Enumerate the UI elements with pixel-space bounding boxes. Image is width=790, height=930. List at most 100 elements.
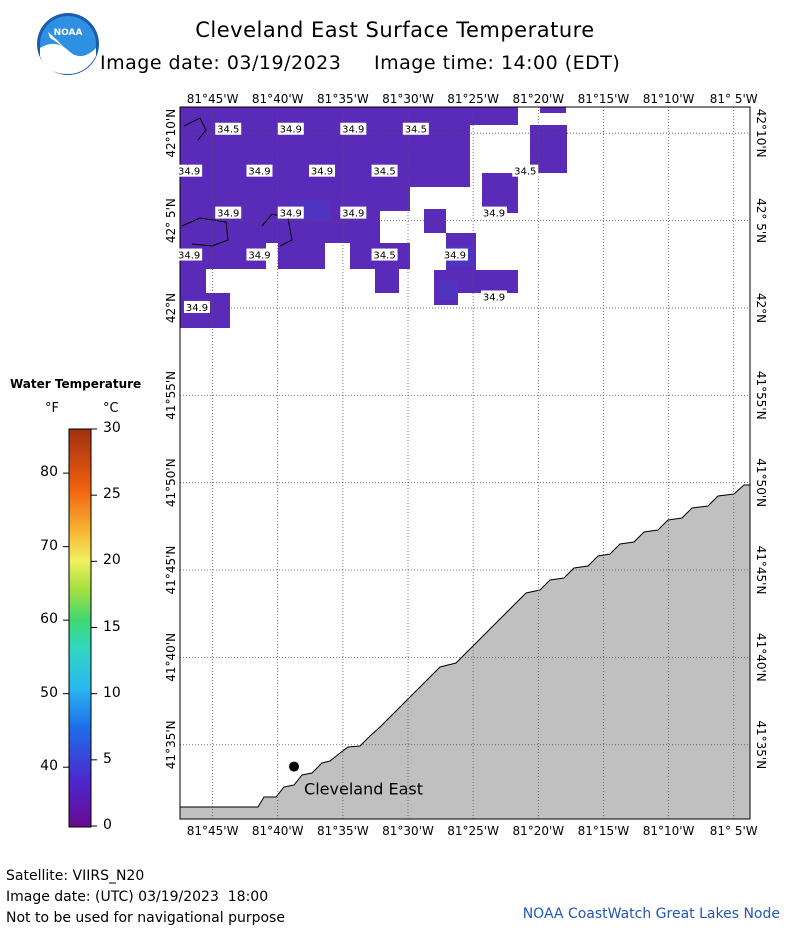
- temperature-label-box: [215, 122, 242, 135]
- image-date: Image date: 03/19/2023: [100, 52, 342, 74]
- lat-label: 41°35'N: [164, 720, 178, 769]
- satellite-label: Satellite: VIIRS_N20: [6, 868, 145, 884]
- disclaimer: Not to be used for navigational purpose: [6, 910, 285, 926]
- legend-label-c: 0: [103, 817, 112, 833]
- temperature-label: 34.5: [512, 164, 539, 178]
- temperature-value: 34.5: [373, 251, 395, 262]
- lon-label: 81°35'W: [317, 824, 369, 838]
- legend-unit-c: °C: [103, 401, 119, 416]
- legend-title: Water Temperature: [10, 377, 142, 391]
- temperature-value: 34.9: [248, 167, 270, 178]
- legend-color-bar: [63, 428, 97, 828]
- temperature-label: 34.9: [215, 206, 242, 220]
- temperature-label-box: [402, 122, 429, 135]
- lon-label: 81°45'W: [187, 92, 239, 106]
- legend-label-f: 50: [40, 684, 58, 701]
- temperature-label-box: [481, 206, 508, 219]
- legend-label-c: 25: [103, 486, 121, 503]
- lat-label: 41°55'N: [754, 371, 768, 420]
- water-pixel-block: [290, 125, 460, 155]
- lon-label: 81°25'W: [447, 92, 499, 106]
- temperature-label-box: [512, 164, 539, 177]
- lat-label: 41°50'N: [164, 458, 178, 507]
- temperature-value: 34.9: [444, 251, 466, 262]
- lon-label: 81°35'W: [317, 92, 369, 106]
- temperature-value: 34.9: [342, 209, 364, 220]
- image-time: Image time: 14:00 (EDT): [374, 52, 621, 74]
- water-pixel-block: [380, 185, 410, 211]
- legend-ticks: [63, 428, 97, 827]
- temperature-label: 34.5: [371, 248, 398, 262]
- temperature-label: 34.9: [340, 122, 367, 136]
- water-pixel-block: [278, 243, 325, 269]
- legend-label-f: 40: [40, 758, 58, 775]
- lon-label: 81°25'W: [447, 824, 499, 838]
- station-label: Cleveland East: [304, 780, 423, 799]
- temperature-label-box: [277, 206, 304, 219]
- lat-label: 42° 5'N: [754, 198, 768, 243]
- temperature-label: 34.5: [215, 122, 242, 136]
- lat-label: 41°50'N: [754, 458, 768, 507]
- lon-label: 81° 5'W: [710, 92, 758, 106]
- station-marker[interactable]: Cleveland East: [289, 761, 423, 799]
- temperature-label: 34.9: [481, 290, 508, 303]
- temperature-value: 34.9: [186, 303, 208, 314]
- temperature-label: 34.9: [277, 122, 304, 136]
- contour-line: [181, 217, 229, 247]
- water-pixel-block: [482, 173, 518, 213]
- temperature-value: 34.9: [178, 167, 200, 178]
- lon-label: 81°15'W: [578, 92, 630, 106]
- logo-text: NOAA: [54, 28, 83, 38]
- water-pixel-block: [540, 107, 566, 113]
- temperature-label-box: [183, 300, 210, 313]
- utc-date-label: Image date: (UTC) 03/19/2023 18:00: [6, 889, 269, 905]
- lat-label: 41°55'N: [164, 371, 178, 420]
- temperature-value: 34.9: [280, 209, 302, 220]
- land-area: [179, 484, 751, 820]
- temperature-value: 34.5: [217, 125, 239, 136]
- image-date-time: Image date: 03/19/2023 Image time: 14:00…: [100, 52, 620, 74]
- temperature-label-box: [277, 122, 304, 135]
- temperature-value: 34.9: [311, 167, 333, 178]
- lat-label: 41°40'N: [164, 633, 178, 682]
- water-pixel-block: [440, 280, 458, 300]
- land-polygon: [179, 484, 751, 820]
- legend-label-c: 15: [103, 618, 121, 635]
- temperature-value: 34.9: [280, 125, 302, 136]
- temperature-label: 34.9: [176, 164, 203, 178]
- lon-label: 81°20'W: [512, 824, 564, 838]
- page-title: Cleveland East Surface Temperature: [195, 18, 595, 42]
- contour-line: [183, 117, 207, 141]
- temperature-label-box: [371, 248, 398, 261]
- temperature-label-box: [309, 164, 336, 177]
- temperature-label: 34.9: [277, 206, 304, 220]
- legend-label-c: 10: [103, 684, 121, 701]
- water-pixel-block: [290, 107, 470, 125]
- lon-label: 81°10'W: [643, 92, 695, 106]
- lon-label: 81°10'W: [643, 824, 695, 838]
- map[interactable]: 81°45'W 81°45'W 81°40'W 81°40'W 81°35'W 81°35…: [0, 0, 790, 860]
- lat-label: 41°40'N: [754, 633, 768, 682]
- temperature-value: 34.5: [405, 125, 427, 136]
- station-dot: [289, 761, 300, 772]
- temperature-value: 34.9: [483, 292, 505, 303]
- latitude-labels: 42°10'N 42°10'N 42° 5'N 42° 5'N 42°N 42°N 41°5…: [164, 109, 768, 769]
- credit-link[interactable]: NOAA CoastWatch Great Lakes Node: [522, 906, 780, 922]
- graticule: [180, 107, 750, 819]
- temperature-label-box: [481, 290, 508, 303]
- temperature-label: 34.9: [246, 164, 273, 178]
- legend-label-f: 80: [40, 464, 58, 481]
- temperature-label-box: [215, 206, 242, 219]
- temperature-value: 34.5: [373, 167, 395, 178]
- legend-unit-f: °F: [45, 401, 59, 416]
- lon-label: 81°40'W: [252, 824, 304, 838]
- temperature-label-box: [176, 248, 203, 261]
- temperature-value: 34.9: [483, 209, 505, 220]
- temperature-label-box: [176, 164, 203, 177]
- temperature-label-box: [246, 248, 273, 261]
- lon-label: 81°30'W: [382, 92, 434, 106]
- lon-label: 81°30'W: [382, 824, 434, 838]
- lon-label: 81°20'W: [512, 92, 564, 106]
- lon-label: 81°40'W: [252, 92, 304, 106]
- legend-label-c: 5: [103, 750, 112, 767]
